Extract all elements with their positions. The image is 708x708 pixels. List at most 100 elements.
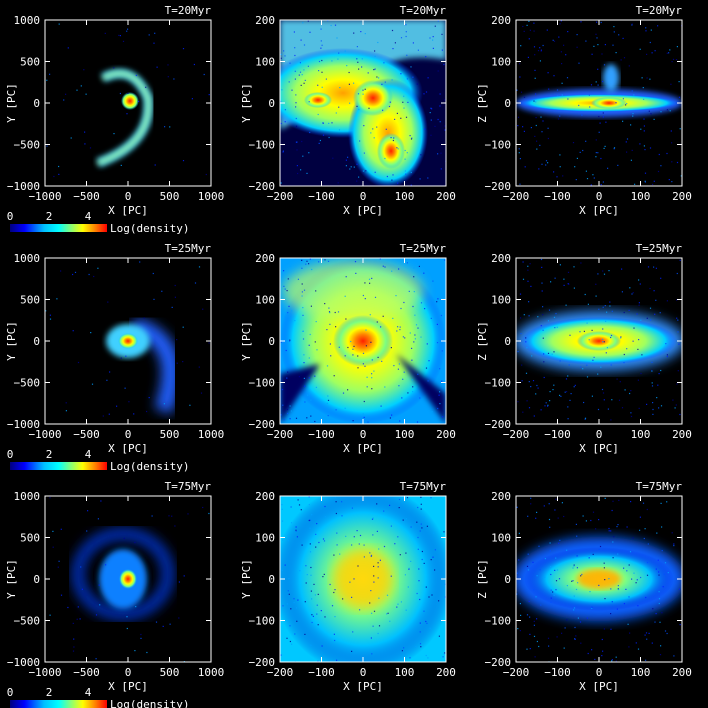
y-axis-label: Y [PC] — [5, 559, 18, 599]
x-axis-label: X [PC] — [343, 204, 383, 217]
time-label: T=75Myr — [400, 480, 447, 493]
y-tick-label: 100 — [491, 56, 511, 69]
colorbar-label: Log(density) — [110, 222, 189, 235]
colorbar-row-0: 0 2 4 Log(density) — [7, 210, 190, 235]
y-tick-label: 100 — [255, 56, 275, 69]
y-tick-label: 200 — [255, 14, 275, 27]
y-tick-label: 0 — [268, 335, 275, 348]
x-tick-label: 0 — [360, 666, 367, 679]
time-label: T=20Myr — [165, 4, 212, 17]
y-tick-label: −200 — [249, 418, 276, 431]
y-tick-label: −1000 — [7, 656, 40, 669]
x-tick-label: −200 — [503, 190, 530, 203]
colorbar-row-1: 0 2 4 Log(density) — [7, 448, 190, 473]
time-label: T=75Myr — [165, 480, 212, 493]
colorbar-gradient — [10, 224, 107, 232]
x-tick-label: 0 — [596, 428, 603, 441]
y-tick-label: 500 — [20, 532, 40, 545]
y-tick-label: 0 — [33, 335, 40, 348]
y-axis-label: Y [PC] — [5, 83, 18, 123]
density-map — [516, 258, 682, 424]
colorbar-gradient — [10, 462, 107, 470]
x-tick-label: 1000 — [198, 666, 225, 679]
x-tick-label: 100 — [631, 428, 651, 441]
x-tick-label: 100 — [395, 428, 415, 441]
y-tick-label: 0 — [504, 335, 511, 348]
y-axis-label: Y [PC] — [5, 321, 18, 361]
time-label: T=75Myr — [636, 480, 683, 493]
y-tick-label: 200 — [491, 490, 511, 503]
x-axis-label: X [PC] — [343, 442, 383, 455]
panel-xy-zoom-row-0: −200 −100 0 100 200 200 100 0 −100 −200 T=20Myr X [… — [240, 4, 456, 217]
colorbar-tick-label: 2 — [46, 210, 53, 223]
x-tick-label: −500 — [73, 428, 100, 441]
y-tick-label: −100 — [249, 377, 276, 390]
y-axis-label: Y [PC] — [240, 321, 253, 361]
y-axis-label: Y [PC] — [240, 83, 253, 123]
x-axis-label: X [PC] — [108, 442, 148, 455]
panel-xy-wide-row-2: −1000 −500 0 500 1000 1000 500 0 −500 −1000 T=75My… — [5, 480, 224, 693]
x-tick-label: −200 — [503, 428, 530, 441]
y-tick-label: 0 — [268, 97, 275, 110]
x-tick-label: 100 — [631, 190, 651, 203]
x-tick-label: −200 — [267, 190, 294, 203]
x-tick-label: 200 — [672, 190, 692, 203]
x-tick-label: −100 — [308, 190, 335, 203]
y-tick-label: −200 — [249, 180, 276, 193]
y-tick-label: 0 — [33, 97, 40, 110]
colorbar-tick-label: 4 — [85, 448, 92, 461]
x-tick-label: 0 — [125, 666, 132, 679]
x-tick-label: −1000 — [28, 190, 61, 203]
x-tick-label: 500 — [160, 666, 180, 679]
y-tick-label: 0 — [504, 573, 511, 586]
y-tick-label: 200 — [255, 252, 275, 265]
colorbar-tick-label: 4 — [85, 686, 92, 699]
panel-xz-zoom-row-0: −200 −100 0 100 200 200 100 0 −100 −200 T=20Myr X [… — [476, 4, 692, 217]
y-tick-label: 1000 — [14, 252, 41, 265]
colorbar-label: Log(density) — [110, 460, 189, 473]
x-tick-label: 0 — [360, 190, 367, 203]
x-tick-label: −100 — [544, 666, 571, 679]
panel-xy-zoom-row-2: −200 −100 0 100 200 200 100 0 −100 −200 T=75Myr X [… — [240, 480, 456, 693]
y-tick-label: 0 — [33, 573, 40, 586]
y-tick-label: −500 — [14, 139, 41, 152]
panel-xz-zoom-row-2: −200 −100 0 100 200 200 100 0 −100 −200 T=75Myr X [… — [476, 480, 692, 693]
x-axis-label: X [PC] — [108, 680, 148, 693]
x-tick-label: 200 — [672, 428, 692, 441]
y-tick-label: −100 — [485, 615, 512, 628]
time-label: T=25Myr — [636, 242, 683, 255]
y-tick-label: 500 — [20, 294, 40, 307]
x-tick-label: −200 — [267, 428, 294, 441]
x-tick-label: 1000 — [198, 428, 225, 441]
colorbar-gradient — [10, 700, 107, 708]
x-tick-label: 200 — [436, 666, 456, 679]
x-tick-label: 0 — [125, 190, 132, 203]
x-tick-label: 100 — [395, 190, 415, 203]
time-label: T=20Myr — [636, 4, 683, 17]
colorbar-row-2: 0 2 4 Log(density) — [7, 686, 189, 708]
x-tick-label: 0 — [360, 428, 367, 441]
x-axis-label: X [PC] — [343, 680, 383, 693]
density-map — [280, 258, 446, 424]
x-tick-label: 100 — [395, 666, 415, 679]
y-tick-label: −100 — [249, 139, 276, 152]
density-map — [49, 497, 210, 662]
colorbar-tick-label: 4 — [85, 210, 92, 223]
y-tick-label: 200 — [255, 490, 275, 503]
y-tick-label: −200 — [485, 180, 512, 193]
y-tick-label: −500 — [14, 615, 41, 628]
y-tick-label: 500 — [20, 56, 40, 69]
y-tick-label: −200 — [485, 656, 512, 669]
y-tick-label: 100 — [255, 532, 275, 545]
y-axis-label: Y [PC] — [240, 559, 253, 599]
time-label: T=25Myr — [165, 242, 212, 255]
y-tick-label: 0 — [268, 573, 275, 586]
x-axis-label: X [PC] — [579, 204, 619, 217]
colorbar-tick-label: 0 — [7, 448, 14, 461]
y-tick-label: 1000 — [14, 14, 41, 27]
colorbar-tick-label: 2 — [46, 448, 53, 461]
y-tick-label: 200 — [491, 14, 511, 27]
x-tick-label: −100 — [544, 190, 571, 203]
density-map — [45, 261, 211, 417]
x-tick-label: 200 — [436, 190, 456, 203]
